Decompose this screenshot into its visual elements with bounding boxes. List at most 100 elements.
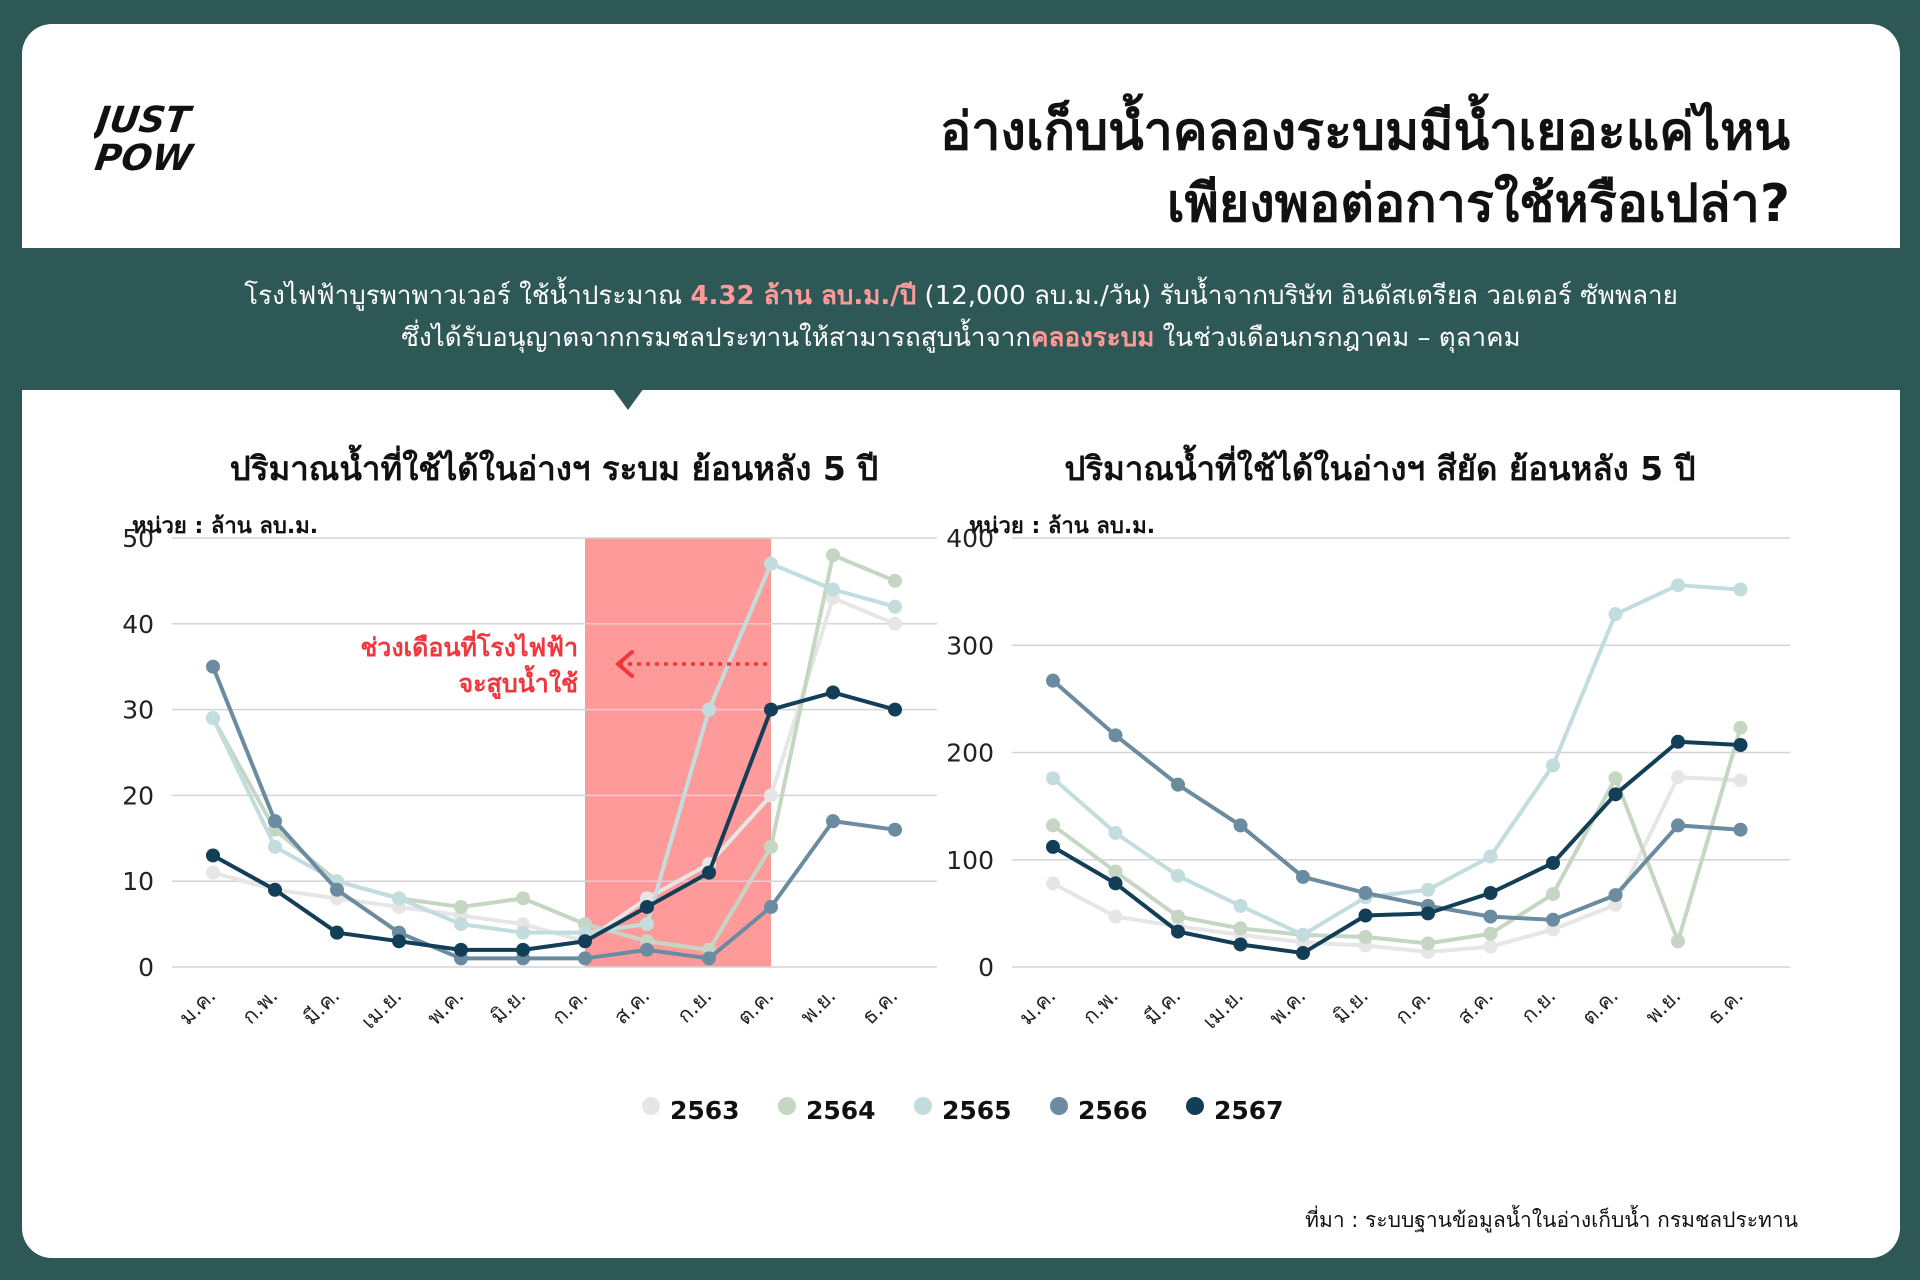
legend-marker-2563 (642, 1097, 660, 1115)
intro-text: ซึ่งได้รับอนุญาตจากกรมชลประทานให้สามารถส… (401, 323, 1032, 353)
logo-line1: JUST (94, 98, 196, 141)
justpow-logo: JUST POW (94, 98, 197, 179)
chart2-series-2567-point (1608, 787, 1623, 802)
chart2-series-2563-point (1483, 939, 1498, 954)
legend-marker-2566 (1050, 1097, 1068, 1115)
chart2-series-2564-point (1421, 936, 1435, 951)
chart2-series-2565-point (1296, 927, 1310, 942)
chart2-series-2566-point (1358, 885, 1373, 900)
chart2-series-2564-point (1358, 929, 1373, 944)
intro-banner: โรงไฟฟ้าบูรพาพาวเวอร์ ใช้น้ำประมาณ 4.32 … (22, 248, 1900, 390)
chart1-series-2564-line (211, 553, 896, 952)
legend-label-2563: 2563 (670, 1096, 740, 1125)
chart2-series-2566-point (1108, 728, 1123, 743)
chart2-series-2567-point (1233, 937, 1248, 952)
chart1-y-tick-label: 40 (122, 610, 154, 639)
chart2-series-2564-point (1608, 771, 1623, 786)
chart1-highlight-band (585, 538, 771, 967)
chart1-series-2567-point (454, 942, 468, 957)
chart2-series-2565-point (1483, 849, 1498, 864)
chart2-x-tick-label: ส.ค. (1453, 984, 1498, 1029)
chart2-y-tick-label: 200 (946, 739, 994, 768)
chart2-series-2566-line (1051, 679, 1741, 922)
source-note: ที่มา : ระบบฐานข้อมูลน้ำในอ่างเก็บน้ำ กร… (1305, 1208, 1798, 1232)
chart2-x-tick-label: ต.ค. (1577, 984, 1623, 1030)
chart2-x-tick-label: มิ.ย. (1328, 984, 1373, 1029)
legend-label-2566: 2566 (1078, 1096, 1148, 1125)
chart1-x-tick-label: มี.ค. (298, 984, 344, 1030)
chart1-x-tick-label: ธ.ค. (857, 984, 902, 1029)
chart1-x-tick-label: พ.ค. (422, 984, 468, 1030)
chart1-x-tick-label: เม.ย. (357, 984, 407, 1034)
chart1-series-2565-point (392, 891, 406, 906)
chart1-x-tick-label: ก.ย. (672, 984, 716, 1028)
chart2-x-tick-label: ธ.ค. (1703, 984, 1748, 1029)
chart2-series-2567-point (1483, 885, 1498, 900)
chart1-series-2564-point (764, 839, 778, 854)
chart1-x-tick-label: ส.ค. (609, 984, 654, 1029)
chart2-x-tick-label: มี.ค. (1139, 984, 1185, 1030)
chart1-series-2563-point (206, 865, 220, 880)
chart1-series-2566-point (268, 814, 282, 829)
chart2-series-2565-point (1671, 578, 1685, 593)
intro-text: (12,000 ลบ.ม./วัน) รับน้ำจากบริษัท อินดั… (916, 281, 1678, 311)
chart1-series-2565-point (702, 702, 716, 717)
chart2-series-2564-line (1051, 727, 1743, 946)
chart2-x-tick-label: ก.ย. (1516, 984, 1560, 1028)
chart1-series-2565-point (826, 582, 840, 597)
chart2-series-2563-point (1108, 909, 1123, 924)
chart1-series-2567-point (516, 942, 530, 957)
legend-marker-2567 (1186, 1097, 1204, 1115)
chart1-series-2564-point (826, 548, 840, 563)
chart1-series-2565-point (516, 925, 530, 940)
chart2-title: ปริมาณน้ำที่ใช้ได้ในอ่างฯ สียัด ย้อนหลัง… (1064, 449, 1696, 488)
chart2-series-2563-point (1608, 897, 1623, 912)
chart2-series-2563-point (1546, 922, 1560, 937)
annotation-arrow-head (614, 650, 634, 678)
chart1-series-2564-point (454, 899, 468, 914)
chart2-y-tick-label: 400 (946, 524, 994, 553)
chart1-y-tick-label: 10 (122, 867, 154, 896)
chart1-series-2566-point (640, 942, 654, 957)
chart1-x-tick-label: ม.ค. (174, 984, 220, 1030)
chart1-series-2567-point (268, 882, 282, 897)
legend-label-2567: 2567 (1214, 1096, 1284, 1125)
title-line2: เพียงพอต่อการใช้หรือเปล่า? (1166, 174, 1790, 234)
intro-text: โรงไฟฟ้าบูรพาพาวเวอร์ ใช้น้ำประมาณ (244, 281, 691, 311)
chart1-series-2565-point (454, 917, 468, 932)
chart1-series-2563-point (888, 616, 902, 631)
chart2-x-tick-label: ก.พ. (1078, 984, 1123, 1029)
chart2-series-2567-point (1296, 946, 1310, 961)
chart1-series-2567-point (330, 925, 344, 940)
chart2-unit: หน่วย : ล้าน ลบ.ม. (969, 514, 1156, 539)
chart2-series-2567-point (1046, 839, 1060, 854)
chart2-x-tick-label: พ.ย. (1641, 984, 1686, 1029)
chart1-series-2567-line (212, 690, 896, 952)
charts-canvas: 0 10 20 30 40 50 ม.ค. ก.พ. มี.ค. เม.ย. พ.ค. มิ.ย. ก.… (122, 524, 1790, 1034)
chart2-series-2567-point (1171, 924, 1185, 939)
intro-highlight-canal: คลองระบม (1031, 323, 1155, 353)
chart2-series-2567-point (1546, 855, 1560, 870)
chart2-series-2567-point (1671, 734, 1685, 749)
chart2-x-tick-label: พ.ค. (1264, 984, 1310, 1030)
chart2-y-tick-label: 300 (946, 631, 994, 660)
chart2-series-2566-point (1671, 818, 1685, 833)
legend-label-2565: 2565 (942, 1096, 1012, 1125)
chart1-series-2564-point (888, 573, 902, 588)
chart2-series-2565-point (1421, 882, 1435, 897)
chart1-x-tick-label: พ.ย. (796, 984, 841, 1029)
chart2-series-2566-point (1171, 777, 1185, 792)
chart1-x-tick-label: มิ.ย. (486, 984, 531, 1029)
chart2-series-2565-point (1608, 607, 1623, 622)
chart1-series-2567-point (392, 934, 406, 949)
chart1-y-tick-label: 50 (122, 524, 154, 553)
title-line1: อ่างเก็บน้ำคลองระบมมีน้ำเยอะแค่ไหน (940, 102, 1790, 162)
intro-text: ในช่วงเดือนกรกฎาคม – ตุลาคม (1154, 323, 1521, 353)
chart1-series-2567-point (888, 702, 902, 717)
chart2-series-2563-line (1052, 775, 1741, 954)
chart1-series-2565-point (640, 917, 654, 932)
chart2-series-2567-line (1051, 739, 1741, 956)
chart-legend: 2563 2564 2565 2566 2567 (22, 1092, 1900, 1132)
chart2-series-2567-point (1108, 876, 1123, 891)
chart2-y-tick-label: 0 (978, 953, 994, 982)
